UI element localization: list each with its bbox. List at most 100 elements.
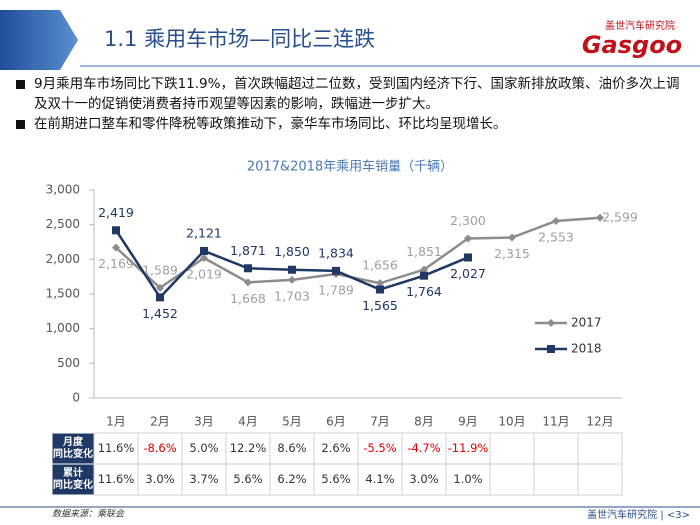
data-label: 2,169 [98,256,134,271]
marker [552,216,560,225]
table-value: -11.9% [448,441,489,455]
data-label: 1,656 [362,258,398,273]
logo-en: Gasgoo [582,31,682,59]
data-label: 1,851 [406,244,442,259]
data-label: 1,764 [406,284,442,299]
table-value: 12.2% [230,441,267,455]
marker [244,264,252,273]
marker [288,275,296,284]
table-value: 11.6% [98,472,135,486]
marker [508,233,516,242]
data-label: 1,850 [274,244,310,259]
table-cell [489,432,535,465]
x-tick-label: 8月 [414,415,434,429]
series-line [115,216,601,290]
table-value: -5.5% [363,441,396,455]
data-label: 1,834 [318,245,354,260]
row-header: 月度 [62,435,84,448]
data-label: 1,565 [362,298,398,313]
data-label: 1,703 [274,288,310,303]
table-value: -4.7% [407,441,440,455]
y-tick-label: 1,500 [46,287,80,301]
data-label: 2,553 [538,229,574,244]
legend-label: 2017 [571,316,602,330]
table-cell [489,463,535,496]
source: 数据来源：乘联会 [52,509,125,520]
table-cell [533,463,579,496]
x-tick-label: 1月 [106,415,126,429]
table-value: 3.0% [145,472,174,486]
data-label: 2,121 [186,225,222,240]
marker [596,213,604,222]
marker [200,246,208,255]
data-label: 1,871 [230,243,266,258]
table-value: 8.6% [277,441,306,455]
data-label: 2,419 [98,205,134,220]
table-value: 4.1% [365,472,394,486]
marker [200,254,208,263]
y-tick-label: 3,000 [46,183,80,197]
y-tick-label: 2,500 [46,217,80,231]
y-tick-label: 500 [57,356,80,370]
marker [464,234,472,243]
data-label: 2,315 [494,246,530,261]
x-tick-label: 4月 [238,415,258,429]
table-value: 5.6% [233,472,262,486]
legend-marker [547,345,555,353]
data-label: 1,789 [318,282,354,297]
row-header: 累计 [63,466,83,479]
table-value: -8.6% [143,441,176,455]
x-tick-label: 2月 [150,415,170,429]
table-value: 11.6% [98,441,135,455]
table-value: 5.0% [189,441,218,455]
marker [332,266,340,275]
chart-title: 2017&2018年乘用车销量（千辆） [247,159,453,175]
x-tick-label: 5月 [282,415,302,429]
bullet: 9月乘用车市场同比下跌11.9%，首次跌幅超过二位数，受到国内经济下行、国家新排… [14,74,690,114]
x-tick-label: 6月 [326,415,346,429]
marker [376,279,384,288]
data-label: 2,300 [450,213,486,228]
data-label: 1,452 [142,306,178,321]
data-label: 2,019 [186,267,222,282]
y-tick-label: 0 [72,391,80,405]
data-label: 2,027 [450,266,486,281]
footer-org: 盖世汽车研究院 | <3> [587,508,690,521]
marker [156,283,164,292]
marker [112,243,120,252]
marker [244,278,252,287]
marker [420,271,428,280]
marker [464,253,472,262]
marker [156,293,164,302]
x-tick-label: 12月 [586,415,613,429]
table-value: 5.6% [321,472,350,486]
table-cell [577,432,623,465]
x-tick-label: 10月 [498,415,525,429]
legend-marker [547,319,555,327]
marker [420,265,428,274]
y-tick-label: 1,000 [46,321,80,335]
row-header: 同比变化 [53,447,93,460]
row-header-cell [51,432,95,465]
marker [112,226,120,235]
table-value: 2.6% [321,441,350,455]
table-value: 6.2% [277,472,306,486]
header-title: 1.1 乘用车市场—同比三连跌 [104,27,375,51]
table-value: 1.0% [453,472,482,486]
table-value: 3.0% [409,472,438,486]
x-tick-label: 7月 [370,415,390,429]
marker [288,265,296,274]
data-label: 1,668 [230,291,266,306]
x-tick-label: 3月 [194,415,214,429]
header-arrow [0,10,78,70]
x-tick-label: 11月 [542,415,569,429]
table-cell [533,432,579,465]
legend-label: 2018 [571,342,602,356]
y-tick-label: 2,000 [46,252,80,266]
row-header: 同比变化 [53,478,93,491]
data-label: 2,599 [602,209,638,224]
logo-cn: 盖世汽车研究院 [605,19,675,32]
bullet: 在前期进口整车和零件降税等政策推动下，豪华车市场同比、环比均呈现增长。 [14,114,690,134]
